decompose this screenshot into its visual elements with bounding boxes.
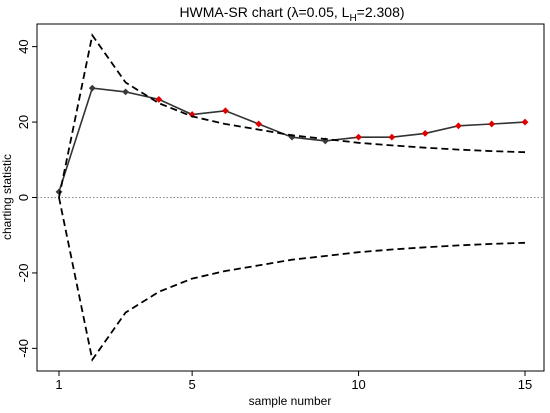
data-point [88,84,96,92]
data-point [188,111,196,118]
data-point [388,133,396,141]
lower-limit-line [58,197,526,362]
data-point [155,96,163,103]
upper-limit-line [58,33,526,198]
x-tick-label: 1 [55,377,62,392]
y-tick-label: 0 [16,194,31,201]
y-tick-label: -20 [16,264,31,283]
x-tick-label: 15 [518,377,532,392]
y-tick-label: 20 [16,115,31,129]
x-tick-label: 10 [351,377,365,392]
data-point [288,133,296,141]
data-point [122,88,129,96]
data-point [488,120,496,128]
plot-layer [37,33,544,362]
data-point [521,118,529,126]
y-tick-label: 40 [16,39,31,53]
data-point [421,129,429,137]
y-axis-title: charting statistic [0,154,14,240]
y-tick-label: -40 [16,339,31,358]
data-point [321,137,329,145]
chart-title-tail: =2.308) [357,4,405,20]
x-tick-label: 5 [189,377,196,392]
chart-title: HWMA-SR chart (λ=0.05, LH=2.308) [179,4,404,24]
data-point [355,133,362,141]
data-point [455,122,462,130]
chart-title-main: HWMA-SR chart (λ=0.05, L [179,4,349,20]
chart-title-subscript: H [349,13,356,24]
x-axis-title: sample number [249,394,332,408]
data-point [255,120,263,128]
data-point [222,107,229,115]
